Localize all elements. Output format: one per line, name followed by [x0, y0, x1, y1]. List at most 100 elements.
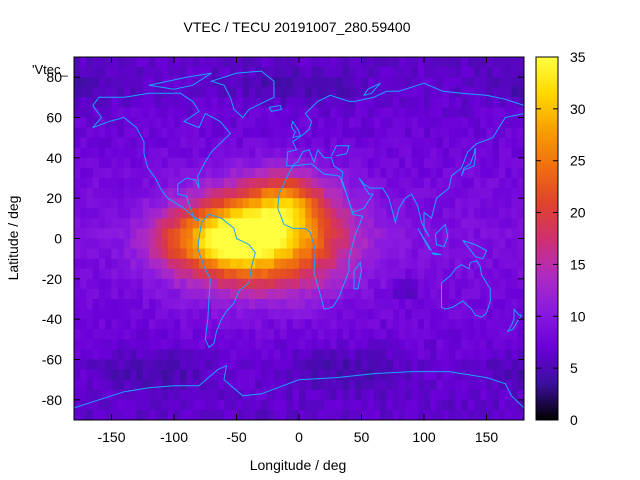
heatmap-cell: [117, 248, 125, 260]
heatmap-cell: [336, 238, 344, 250]
heatmap-cell: [74, 228, 81, 240]
heatmap-cell: [230, 399, 238, 411]
heatmap-cell: [99, 77, 106, 88]
heatmap-cell: [155, 329, 163, 340]
heatmap-cell: [205, 147, 213, 159]
heatmap-cell: [205, 228, 213, 240]
heatmap-cell: [324, 147, 331, 159]
heatmap-cell: [142, 218, 150, 230]
heatmap-cell: [130, 127, 138, 139]
heatmap-cell: [192, 238, 200, 250]
heatmap-cell: [430, 198, 438, 209]
heatmap-cell: [224, 339, 231, 351]
heatmap-cell: [205, 178, 213, 189]
heatmap-cell: [367, 369, 375, 381]
heatmap-cell: [217, 288, 225, 300]
heatmap-cell: [280, 339, 288, 351]
heatmap-cell: [324, 218, 331, 230]
heatmap-cell: [280, 208, 288, 219]
heatmap-cell: [399, 137, 406, 149]
heatmap-cell: [180, 157, 188, 169]
heatmap-cell: [399, 87, 406, 98]
heatmap-cell: [399, 167, 406, 179]
heatmap-cell: [305, 147, 313, 159]
heatmap-cell: [305, 379, 313, 391]
heatmap-cell: [474, 67, 481, 78]
heatmap-cell: [349, 178, 356, 189]
heatmap-cell: [205, 379, 213, 391]
coastline-path: [148, 72, 212, 90]
heatmap-cell: [467, 399, 475, 411]
heatmap-cell: [74, 278, 81, 290]
heatmap-cell: [280, 77, 288, 88]
heatmap-cell: [130, 248, 138, 260]
heatmap-cell: [380, 258, 388, 270]
heatmap-cell: [111, 349, 119, 361]
heatmap-cell: [224, 248, 231, 260]
heatmap-cell: [261, 208, 269, 219]
heatmap-cell: [349, 137, 356, 149]
heatmap-cell: [161, 228, 169, 240]
heatmap-cell: [274, 248, 281, 260]
heatmap-cell: [367, 379, 375, 391]
heatmap-cell: [467, 218, 475, 230]
heatmap-cell: [242, 349, 250, 361]
heatmap-cell: [111, 157, 119, 169]
heatmap-cell: [411, 288, 419, 300]
heatmap-cell: [355, 218, 363, 230]
colorbar-tick-label: 0: [570, 412, 578, 428]
heatmap-cell: [324, 288, 331, 300]
heatmap-cell: [174, 389, 181, 401]
heatmap-cell: [167, 299, 175, 310]
heatmap-cell: [342, 147, 350, 159]
heatmap-cell: [292, 299, 300, 310]
heatmap-cell: [449, 379, 456, 391]
heatmap-cell: [474, 167, 481, 179]
heatmap-cell: [367, 127, 375, 139]
heatmap-cell: [486, 77, 494, 88]
heatmap-cell: [330, 147, 338, 159]
heatmap-cell: [292, 87, 300, 98]
heatmap-cell: [167, 218, 175, 230]
heatmap-cell: [361, 97, 369, 109]
heatmap-cell: [149, 167, 156, 179]
heatmap-cell: [230, 67, 238, 78]
heatmap-cell: [142, 359, 150, 371]
heatmap-cell: [480, 349, 488, 361]
heatmap-cell: [442, 299, 450, 310]
heatmap-cell: [274, 157, 281, 169]
heatmap-cell: [105, 248, 113, 260]
heatmap-cell: [192, 117, 200, 129]
heatmap-cell: [417, 339, 425, 351]
heatmap-cell: [386, 208, 394, 219]
heatmap-cell: [105, 389, 113, 401]
heatmap-cell: [249, 198, 256, 209]
heatmap-cell: [480, 309, 488, 320]
heatmap-cell: [474, 77, 481, 88]
heatmap-cell: [455, 147, 463, 159]
heatmap-cell: [180, 268, 188, 280]
heatmap-cell: [99, 157, 106, 169]
heatmap-cell: [399, 409, 406, 420]
heatmap-cell: [105, 319, 113, 330]
heatmap-cell: [124, 208, 131, 219]
heatmap-cell: [330, 278, 338, 290]
heatmap-cell: [186, 299, 194, 310]
heatmap-cell: [249, 329, 256, 340]
heatmap-cell: [455, 167, 463, 179]
heatmap-cell: [142, 167, 150, 179]
heatmap-cell: [199, 258, 206, 270]
heatmap-cell: [111, 198, 119, 209]
heatmap-cell: [136, 359, 144, 371]
heatmap-cell: [430, 278, 438, 290]
heatmap-cell: [174, 137, 181, 149]
heatmap-cell: [430, 57, 438, 68]
heatmap-cell: [242, 137, 250, 149]
heatmap-cell: [442, 67, 450, 78]
heatmap-cell: [305, 228, 313, 240]
heatmap-cell: [436, 389, 444, 401]
heatmap-cell: [442, 167, 450, 179]
heatmap-cell: [392, 238, 400, 250]
heatmap-cell: [111, 258, 119, 270]
